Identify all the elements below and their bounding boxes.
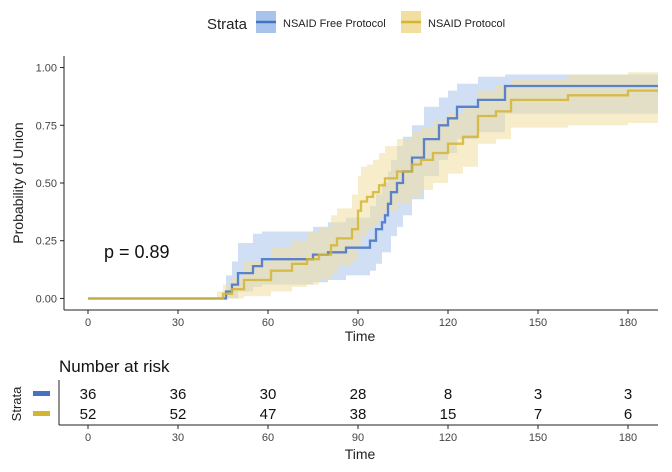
risk-count-nsaid-free-protocol: 3 (534, 386, 542, 403)
risk-count-nsaid-protocol: 47 (260, 406, 277, 423)
risk-x-tick-label: 30 (172, 432, 184, 444)
risk-count-nsaid-protocol: 38 (350, 406, 367, 423)
x-tick-label: 180 (619, 317, 637, 329)
risk-count-nsaid-free-protocol: 30 (260, 386, 277, 403)
risk-count-nsaid-free-protocol: 28 (350, 386, 367, 403)
y-tick-label: 0.50 (36, 178, 57, 190)
risk-count-nsaid-protocol: 6 (624, 406, 632, 423)
risk-count-nsaid-protocol: 52 (80, 406, 97, 423)
y-tick-label: 0.75 (36, 120, 57, 132)
x-tick-label: 0 (85, 317, 91, 329)
risk-table: Number at risk Strata 36 36 30 28 8 3 352 52 47 3… (9, 357, 658, 462)
risk-table-title: Number at risk (59, 357, 170, 376)
risk-count-nsaid-free-protocol: 36 (170, 386, 187, 403)
x-axis-label: Time (345, 328, 376, 344)
risk-x-tick-label: 60 (262, 432, 274, 444)
risk-count-nsaid-free-protocol: 8 (444, 386, 452, 403)
risk-count-nsaid-protocol: 7 (534, 406, 542, 423)
risk-x-tick-label: 150 (529, 432, 547, 444)
legend-entry-nsaid-free: NSAID Free Protocol (256, 11, 386, 33)
risk-count-nsaid-protocol: 52 (170, 406, 187, 423)
risk-table-y-label: Strata (9, 386, 24, 421)
legend-entry-nsaid: NSAID Protocol (401, 11, 505, 33)
risk-x-tick-label: 0 (85, 432, 91, 444)
risk-count-nsaid-free-protocol: 3 (624, 386, 632, 403)
risk-count-nsaid-protocol: 15 (440, 406, 457, 423)
risk-key-nsaid-free (33, 391, 50, 396)
risk-x-tick-label: 120 (439, 432, 457, 444)
x-tick-label: 120 (439, 317, 457, 329)
risk-key-nsaid (33, 411, 50, 416)
y-tick-label: 0.00 (36, 293, 57, 305)
survival-curves (88, 84, 658, 300)
risk-count-nsaid-free-protocol: 36 (80, 386, 97, 403)
risk-x-tick-label: 90 (352, 432, 364, 444)
y-axis-ticks: 0.00 0.25 0.50 0.75 1.00 (36, 63, 64, 305)
legend-label-nsaid: NSAID Protocol (428, 18, 505, 30)
legend-label-nsaid-free: NSAID Free Protocol (283, 18, 386, 30)
x-tick-label: 60 (262, 317, 274, 329)
x-tick-label: 150 (529, 317, 547, 329)
x-axis-ticks: 0 30 60 90 120 150 180 (85, 310, 637, 329)
risk-x-tick-label: 180 (619, 432, 637, 444)
ci-band-nsaid-protocol (88, 72, 658, 299)
risk-x-axis-ticks: 0 30 60 90 120 150 180 (85, 425, 637, 444)
p-value-annotation: p = 0.89 (104, 242, 170, 262)
y-tick-label: 1.00 (36, 63, 57, 75)
risk-counts: 36 36 30 28 8 3 3 52 52 47 38 15 7 6 (80, 386, 633, 423)
confidence-bands (88, 72, 658, 299)
curve-nsaid-free-protocol (88, 84, 658, 300)
x-tick-label: 30 (172, 317, 184, 329)
y-axis-label: Probability of Union (10, 122, 26, 243)
legend-title: Strata (207, 16, 248, 33)
curve-nsaid-protocol (88, 89, 658, 300)
survival-plot: 0.00 0.25 0.50 0.75 1.00 0 30 60 90 120 150 180 Ti… (10, 56, 658, 344)
x-tick-label: 90 (352, 317, 364, 329)
risk-x-axis-label: Time (345, 446, 376, 462)
legend: Strata NSAID Free Protocol NSAID Protoco… (207, 11, 505, 33)
y-tick-label: 0.25 (36, 236, 57, 248)
